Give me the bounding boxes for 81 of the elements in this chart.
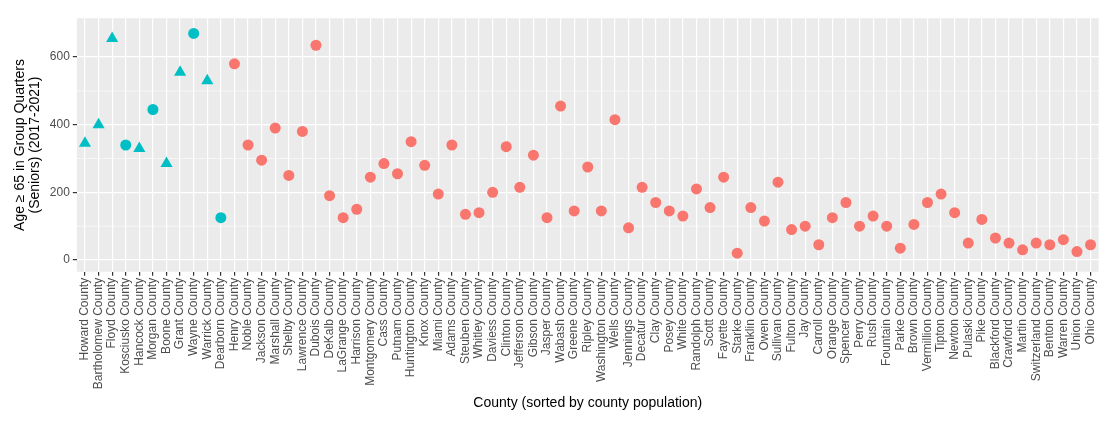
x-tick-label: White County	[675, 277, 690, 350]
x-tick-label: Jasper County	[539, 277, 554, 356]
x-tick-label: Jennings County	[620, 277, 635, 368]
x-tick-label: Jay County	[797, 277, 812, 338]
x-tick-label: Ohio County	[1082, 277, 1097, 345]
x-tick-label: Spencer County	[838, 277, 853, 364]
x-tick-label: Parke County	[892, 277, 907, 351]
x-tick-label: Morgan County	[145, 277, 160, 360]
x-tick-label: Knox County	[417, 277, 432, 347]
x-tick-label: Floyd County	[104, 277, 119, 349]
x-tick-label: Putnam County	[389, 277, 404, 361]
x-tick-label: Clay County	[648, 277, 663, 344]
y-tick-label: 600	[49, 49, 71, 64]
x-tick-label: Adams County	[444, 277, 459, 357]
x-tick-label: Jefferson County	[512, 277, 527, 369]
x-tick-label: Fulton County	[783, 277, 798, 353]
x-tick-label: Carroll County	[811, 277, 826, 355]
x-tick-label: Newton County	[946, 277, 961, 360]
x-tick-label: Fountain County	[879, 277, 894, 366]
x-tick-label: Harrison County	[349, 277, 364, 365]
x-tick-label: Martin County	[1014, 277, 1029, 353]
x-tick-label: Montgomery County	[362, 277, 377, 386]
y-tick-label: 200	[49, 184, 71, 199]
x-tick-label: Decatur County	[634, 277, 649, 362]
y-axis-title: Age ≥ 65 in Group Quarters (Seniors) (2017-2021)	[10, 59, 42, 231]
x-tick-label: Pulaski County	[960, 277, 975, 358]
x-tick-label: Switzerland County	[1028, 277, 1043, 382]
x-tick-label: Steuben County	[457, 277, 472, 364]
x-tick-label: LaGrange County	[335, 277, 350, 373]
x-tick-label: Dubois County	[308, 277, 323, 357]
x-tick-label: Daviess County	[484, 277, 499, 362]
x-tick-label: Pike County	[974, 277, 989, 343]
x-tick-label: Washington County	[593, 277, 608, 383]
x-tick-label: Hancock County	[131, 277, 146, 366]
x-tick-label: Dearborn County	[213, 277, 228, 370]
x-tick-label: Wells County	[607, 277, 622, 349]
x-tick-label: Blackford County	[987, 277, 1002, 370]
x-tick-label: Fayette County	[715, 277, 730, 360]
x-tick-label: Whitley County	[471, 277, 486, 359]
x-tick-label: Wayne County	[186, 277, 200, 357]
x-tick-label: Randolph County	[688, 277, 703, 371]
x-tick-label: Gibson County	[525, 277, 540, 358]
x-tick-label: Posey County	[661, 277, 676, 353]
x-tick-label: Union County	[1069, 277, 1084, 351]
x-tick-label: Franklin County	[743, 277, 758, 362]
x-tick-label: Jackson County	[253, 277, 268, 364]
x-tick-label: Starke County	[729, 277, 744, 354]
x-tick-label: Lawrence County	[294, 277, 309, 372]
x-tick-label: Tipton County	[933, 277, 948, 353]
x-tick-label: Marshall County	[267, 277, 282, 365]
x-tick-label: Brown County	[906, 277, 921, 354]
x-tick-label: Sullivan County	[770, 277, 785, 362]
x-tick-label: Greene County	[566, 277, 581, 360]
x-tick-label: Wabash County	[552, 277, 567, 363]
x-tick-label: Boone County	[158, 277, 173, 354]
x-tick-label: Kosciusko County	[118, 277, 133, 374]
x-tick-label: Huntington County	[403, 277, 418, 378]
x-tick-label: DeKalb County	[321, 277, 336, 359]
x-tick-label: Henry County	[226, 277, 241, 352]
x-axis-title: County (sorted by county population)	[473, 394, 703, 411]
x-tick-label: Noble County	[240, 277, 255, 351]
y-tick-label: 400	[49, 117, 71, 132]
x-tick-label: Cass County	[376, 277, 391, 347]
x-tick-label: Miami County	[430, 277, 445, 352]
x-tick-label: Rush County	[865, 277, 880, 348]
x-tick-label: Benton County	[1042, 277, 1057, 358]
x-tick-label: Owen County	[756, 277, 771, 351]
x-tick-label: Bartholomew County	[90, 277, 105, 390]
y-tick-label: 0	[63, 252, 71, 267]
x-tick-label: Shelby County	[281, 277, 296, 356]
x-tick-label: Orange County	[824, 277, 839, 360]
x-tick-label: Howard County	[77, 277, 92, 361]
x-tick-label: Warrick County	[199, 277, 214, 360]
x-tick-label: Perry County	[851, 277, 866, 348]
x-tick-label: Grant County	[172, 277, 187, 350]
x-tick-label: Crawford County	[1001, 277, 1016, 368]
x-tick-label: Warren County	[1055, 277, 1070, 359]
x-tick-label: Vermillion County	[919, 277, 934, 372]
x-tick-label: Ripley County	[580, 277, 595, 353]
x-tick-label: Scott County	[702, 277, 717, 347]
x-tick-label: Clinton County	[498, 277, 513, 357]
